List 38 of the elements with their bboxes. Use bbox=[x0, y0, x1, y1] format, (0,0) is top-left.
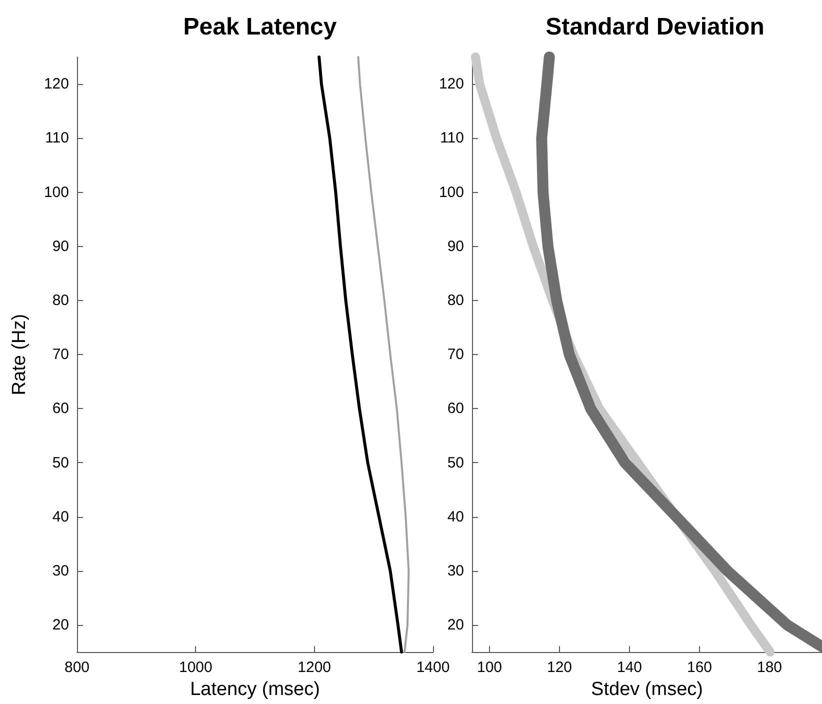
y-tick-label: 100 bbox=[438, 184, 464, 201]
y-tick-label: 70 bbox=[447, 346, 464, 364]
y-tick-label: 110 bbox=[440, 130, 464, 147]
y-tick-label: 100 bbox=[44, 184, 69, 201]
y-tick-label: 60 bbox=[447, 400, 464, 418]
x-axis-title: Stdev (msec) bbox=[591, 679, 703, 700]
x-tick-label: 120 bbox=[546, 659, 572, 676]
y-tick-label: 120 bbox=[438, 76, 464, 93]
y-tick-label: 70 bbox=[52, 346, 69, 364]
chart-title: Peak Latency bbox=[183, 14, 338, 40]
y-tick-label: 20 bbox=[52, 616, 69, 634]
y-tick-label: 80 bbox=[52, 292, 69, 309]
y-tick-label: 30 bbox=[52, 562, 69, 580]
y-tick-label: 40 bbox=[447, 508, 464, 526]
x-axis-title: Latency (msec) bbox=[190, 679, 320, 700]
y-tick-label: 30 bbox=[447, 562, 464, 580]
chart-title: Standard Deviation bbox=[546, 14, 764, 40]
y-tick-label: 50 bbox=[447, 454, 464, 472]
y-tick-label: 60 bbox=[52, 400, 69, 418]
y-tick-label: 80 bbox=[447, 292, 464, 309]
x-tick-label: 140 bbox=[616, 659, 642, 676]
x-tick-label: 1200 bbox=[298, 659, 332, 676]
y-tick-label: 110 bbox=[45, 130, 69, 147]
y-axis-title: Rate (Hz) bbox=[9, 314, 30, 396]
x-tick-label: 800 bbox=[64, 659, 90, 676]
y-tick-label: 20 bbox=[447, 616, 464, 634]
x-tick-label: 180 bbox=[756, 659, 782, 676]
y-tick-label: 90 bbox=[52, 238, 69, 255]
line-series bbox=[357, 56, 410, 654]
x-tick-label: 1000 bbox=[178, 659, 212, 676]
x-tick-label: 100 bbox=[476, 659, 502, 676]
x-tick-label: 160 bbox=[686, 659, 712, 676]
y-tick-label: 40 bbox=[52, 508, 69, 526]
y-tick-label: 50 bbox=[52, 454, 69, 472]
x-tick-label: 1400 bbox=[416, 659, 450, 676]
y-tick-label: 120 bbox=[44, 76, 69, 93]
y-tick-label: 90 bbox=[447, 238, 464, 255]
line-series bbox=[318, 56, 404, 654]
